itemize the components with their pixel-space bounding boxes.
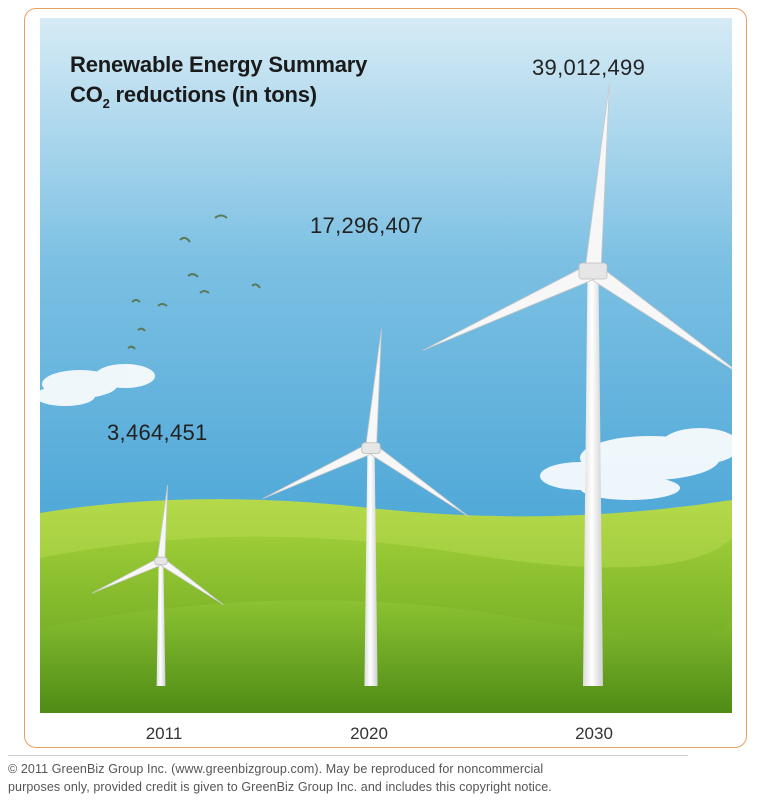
turbine-2011 [91, 485, 224, 686]
turbine-hub [578, 262, 608, 280]
year-label-2030: 2030 [575, 724, 613, 743]
chart-title: Renewable Energy Summary CO2 reductions … [70, 50, 367, 113]
turbine-2020 [262, 328, 470, 686]
year-label-2011: 2011 [145, 724, 183, 743]
turbine-tower [364, 448, 378, 686]
cloud-left [40, 364, 155, 406]
value-label-2030: 39,012,499 [532, 55, 646, 80]
turbine-2030 [422, 83, 732, 686]
copyright-line-1: © 2011 GreenBiz Group Inc. (www.greenbiz… [8, 762, 544, 776]
chart-scene [40, 18, 732, 713]
value-label-2011: 3,464,451 [107, 420, 208, 445]
footer-rule [8, 755, 688, 756]
hill-front [40, 600, 732, 713]
title-line-1: Renewable Energy Summary [70, 52, 368, 77]
turbine-hub [154, 556, 168, 566]
turbine-tower [583, 271, 603, 686]
turbines-layer [91, 83, 732, 686]
copyright-line-2: purposes only, provided credit is given … [8, 780, 552, 794]
copyright-notice: © 2011 GreenBiz Group Inc. (www.greenbiz… [8, 760, 708, 796]
scene-graphic [40, 18, 732, 713]
turbine-hub [361, 442, 381, 454]
value-label-2020: 17,296,407 [310, 213, 424, 238]
year-label-2020: 2020 [350, 724, 388, 743]
birds [127, 214, 261, 350]
title-line-2: CO2 reductions (in tons) [70, 82, 317, 111]
turbine-tower [156, 561, 166, 686]
